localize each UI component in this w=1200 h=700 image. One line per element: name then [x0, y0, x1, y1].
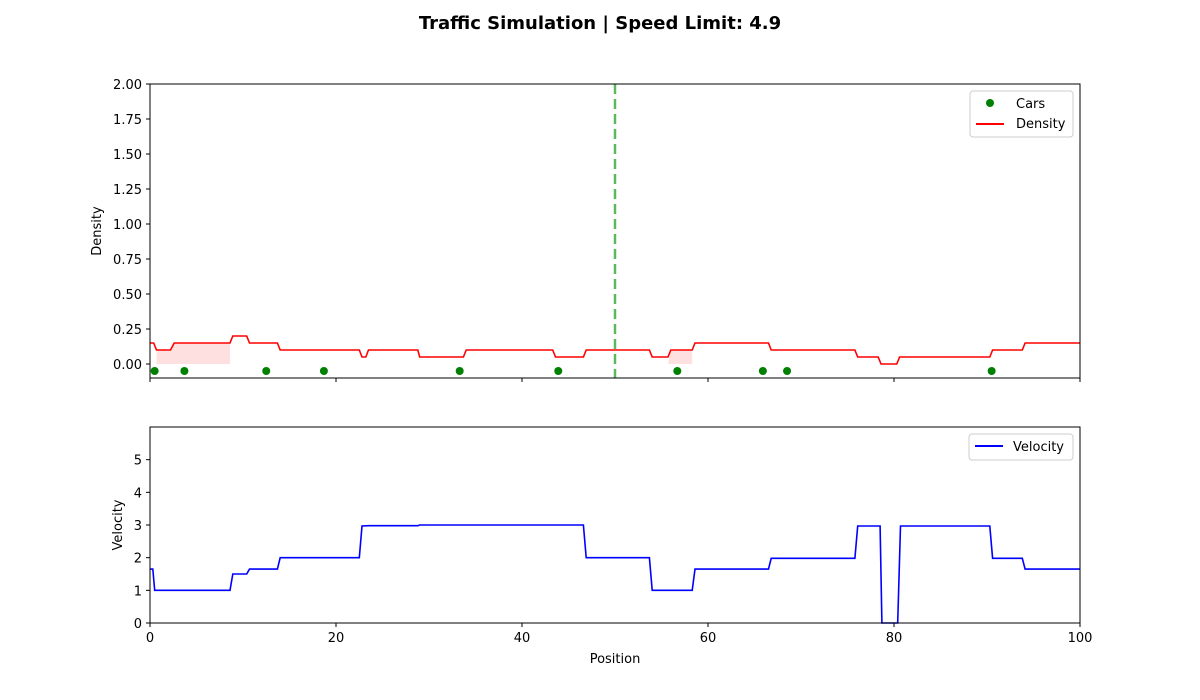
velocity-y-tick-label: 5 [134, 454, 142, 469]
car-point [180, 367, 189, 375]
cars-layer [150, 367, 996, 375]
velocity-line [150, 524, 1080, 624]
density-line-layer [150, 84, 1080, 378]
velocity-plot-background [150, 427, 1080, 623]
velocity-x-tick-label: 80 [886, 631, 903, 646]
density-legend: Cars Density [969, 90, 1074, 138]
car-point [673, 367, 682, 375]
velocity-y-tick-label: 0 [134, 617, 142, 632]
velocity-y-tick-label: 2 [134, 552, 142, 567]
density-y-label: Density [90, 206, 105, 256]
density-y-tick-label: 1.25 [113, 183, 142, 198]
car-point [758, 367, 767, 375]
density-axes-frame [149, 83, 1081, 379]
velocity-x-tick-label: 100 [1068, 631, 1093, 646]
density-x-ticks [149, 378, 1081, 382]
car-point [319, 367, 328, 375]
velocity-y-ticks: 0 1 2 3 4 5 [134, 454, 150, 632]
density-fill-layer [156, 343, 693, 364]
density-y-tick-label: 1.50 [113, 148, 142, 163]
car-point [987, 367, 996, 375]
velocity-legend: Velocity [968, 433, 1074, 461]
velocity-y-tick-label: 3 [134, 519, 142, 534]
legend-cars-marker [986, 99, 994, 107]
legend-cars-label: Cars [1016, 97, 1045, 112]
density-y-tick-label: 1.00 [113, 218, 142, 233]
density-y-tick-label: 2.00 [113, 78, 142, 93]
velocity-y-tick-label: 4 [134, 486, 142, 501]
legend-velocity-label: Velocity [1013, 440, 1064, 455]
car-point [783, 367, 792, 375]
velocity-line-layer [150, 524, 1080, 624]
density-legend-box [969, 90, 1074, 138]
legend-density-label: Density [1016, 117, 1066, 132]
density-y-tick-label: 0.25 [113, 323, 142, 338]
velocity-x-tick-label: 60 [700, 631, 717, 646]
velocity-x-tick-label: 40 [514, 631, 531, 646]
car-point [554, 367, 563, 375]
velocity-y-tick-label: 1 [134, 584, 142, 599]
velocity-x-ticks: 0 20 40 60 80 100 [146, 623, 1093, 646]
density-line [150, 335, 1080, 365]
car-point [455, 367, 464, 375]
density-y-ticks: 0.00 0.25 0.50 0.75 1.00 1.25 1.50 1.75 2.00 [113, 78, 150, 373]
density-fill-region [156, 343, 230, 364]
density-panel: 0.00 0.25 0.50 0.75 1.00 1.25 1.50 1.75 2.00 Den… [90, 78, 1081, 382]
density-y-tick-label: 0.50 [113, 288, 142, 303]
velocity-y-label: Velocity [111, 499, 126, 550]
density-y-tick-label: 0.75 [113, 253, 142, 268]
figure-title: Traffic Simulation | Speed Limit: 4.9 [419, 13, 781, 34]
velocity-x-tick-label: 0 [146, 631, 154, 646]
car-point [150, 367, 159, 375]
velocity-legend-box [968, 433, 1074, 461]
velocity-x-label: Position [590, 652, 641, 667]
density-fill-region [668, 350, 693, 364]
velocity-x-tick-label: 20 [328, 631, 345, 646]
car-point [262, 367, 271, 375]
density-y-tick-label: 0.00 [113, 358, 142, 373]
velocity-panel: 0 1 2 3 4 5 0 20 40 60 80 100 Velocity Position Ve… [111, 426, 1093, 667]
density-y-tick-label: 1.75 [113, 113, 142, 128]
